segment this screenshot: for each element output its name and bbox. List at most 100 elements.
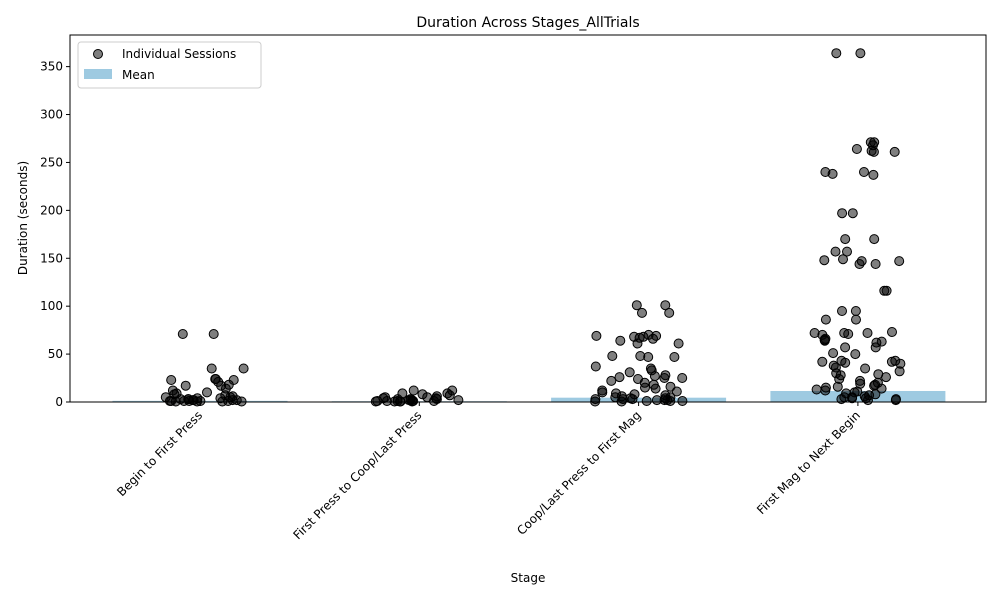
session-point <box>166 375 177 385</box>
legend-label-mean: Mean <box>122 68 155 82</box>
session-point <box>868 146 879 157</box>
session-point <box>637 307 647 318</box>
session-point <box>632 338 643 349</box>
session-point <box>870 342 881 353</box>
session-point <box>650 383 661 394</box>
session-point <box>838 254 848 265</box>
session-point <box>886 356 897 367</box>
session-point <box>408 385 419 396</box>
session-point <box>890 395 901 406</box>
session-point <box>828 348 839 359</box>
y-tick-label: 100 <box>40 299 63 313</box>
session-point <box>851 144 862 154</box>
y-tick-label: 150 <box>40 251 63 265</box>
session-point <box>870 259 881 269</box>
session-point <box>591 330 602 341</box>
session-point <box>590 361 601 372</box>
session-point <box>894 366 905 377</box>
session-point <box>606 375 617 386</box>
session-point <box>444 390 455 401</box>
legend-label-individual-sessions: Individual Sessions <box>122 47 236 61</box>
session-point <box>664 307 675 318</box>
session-point <box>669 352 680 362</box>
session-point <box>847 393 858 404</box>
y-axis-label: Duration (seconds) <box>16 161 30 275</box>
session-point <box>889 146 900 157</box>
x-axis: Begin to First Press First Press to Coop/… <box>114 402 863 542</box>
x-axis-label: Stage <box>511 571 546 585</box>
session-point <box>859 167 869 177</box>
session-point <box>843 329 854 339</box>
session-point <box>869 234 880 245</box>
session-point <box>831 48 842 59</box>
y-tick-label: 0 <box>55 395 63 409</box>
session-point <box>607 351 618 361</box>
session-point <box>850 349 861 360</box>
session-point <box>836 394 847 405</box>
x-tick-label: Begin to First Press <box>114 408 205 499</box>
y-tick-label: 50 <box>48 347 63 361</box>
session-point <box>811 384 822 395</box>
scatter-group <box>160 48 906 407</box>
session-point <box>665 396 676 406</box>
session-point <box>817 356 828 367</box>
legend-marker-mean <box>84 69 112 79</box>
session-point <box>847 208 858 219</box>
session-point <box>894 256 905 267</box>
session-point <box>631 300 642 311</box>
session-point <box>876 383 887 394</box>
session-point <box>649 371 660 382</box>
session-point <box>643 352 654 362</box>
mean-bar <box>770 390 946 402</box>
session-point <box>851 314 861 325</box>
session-point <box>832 381 843 392</box>
session-point <box>842 246 852 257</box>
y-tick-label: 300 <box>40 108 63 122</box>
y-tick-label: 250 <box>40 155 63 169</box>
session-point <box>429 396 439 406</box>
session-point <box>840 357 851 368</box>
session-point <box>860 363 871 374</box>
session-point <box>597 387 608 398</box>
session-point <box>887 327 897 337</box>
legend: Individual Sessions Mean <box>77 41 262 89</box>
session-point <box>641 396 652 406</box>
session-point <box>868 169 879 180</box>
plot-frame <box>69 34 987 403</box>
session-point <box>840 234 851 245</box>
session-point <box>453 395 464 406</box>
session-point <box>837 208 848 219</box>
session-point <box>863 395 873 406</box>
session-point <box>238 363 249 374</box>
y-tick-label: 200 <box>40 203 63 217</box>
session-point <box>820 314 831 325</box>
y-tick-label: 350 <box>40 60 63 74</box>
session-point <box>854 259 865 269</box>
x-tick-label: First Press to Coop/Last Press <box>290 408 424 542</box>
session-point <box>879 285 890 296</box>
session-point <box>614 372 625 383</box>
session-point <box>659 373 670 383</box>
session-point <box>202 387 212 398</box>
session-point <box>819 335 830 346</box>
y-axis: 0 50 100 150 200 250 300 350 <box>40 60 70 409</box>
session-point <box>830 246 841 257</box>
session-point <box>855 48 866 59</box>
x-tick-label: Coop/Last Press to First Mag <box>514 408 644 538</box>
session-point <box>640 382 650 393</box>
x-tick-label: First Mag to Next Begin <box>754 408 863 517</box>
session-point <box>850 306 861 316</box>
session-point <box>648 333 658 344</box>
session-point <box>881 372 891 383</box>
legend-frame <box>77 41 262 89</box>
session-point <box>677 373 688 383</box>
legend-marker-individual-sessions <box>93 49 103 59</box>
session-point <box>820 385 831 396</box>
session-point <box>208 329 219 339</box>
mean-bar <box>551 397 727 402</box>
session-point <box>660 300 671 311</box>
session-point <box>180 380 191 391</box>
session-point <box>615 335 626 346</box>
